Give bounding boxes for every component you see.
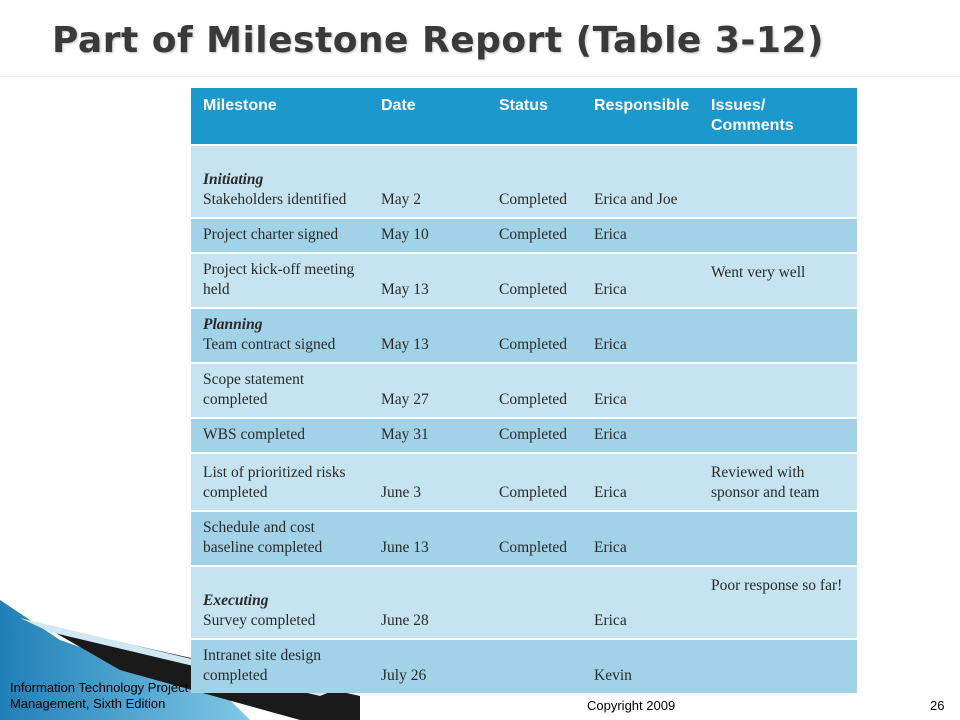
date-cell: May 31 xyxy=(369,417,487,453)
table-header-row: Milestone Date Status Responsible Issues… xyxy=(191,88,857,145)
date-cell: May 2 xyxy=(369,144,487,218)
table-row: Initiating Stakeholders identified May 2 Co… xyxy=(191,144,857,218)
comments-cell: Reviewed with sponsor and team xyxy=(699,452,857,511)
status-cell xyxy=(487,565,582,639)
status-cell: Completed xyxy=(487,144,582,218)
phase-label: Planning xyxy=(203,316,263,333)
status-cell: Completed xyxy=(487,510,582,566)
milestone-cell: List of prioritized risks completed xyxy=(191,452,369,511)
milestone-cell: Planning Team contract signed xyxy=(191,307,369,363)
comments-cell: Poor response so far! xyxy=(699,565,857,639)
milestone-text: WBS completed xyxy=(203,426,306,443)
milestone-text: Survey completed xyxy=(203,612,316,629)
responsible-cell: Erica xyxy=(582,217,699,253)
date-cell: July 26 xyxy=(369,638,487,693)
slide-title: Part of Milestone Report (Table 3-12) xyxy=(52,20,824,61)
page-number: 26 xyxy=(930,698,945,713)
date-cell: June 13 xyxy=(369,510,487,566)
header-comments-text: Issues/ Comments xyxy=(711,97,794,134)
milestone-text: List of prioritized risks completed xyxy=(203,464,346,501)
milestone-text: Project charter signed xyxy=(203,226,339,243)
table-row: List of prioritized risks completed June … xyxy=(191,452,857,511)
date-cell: May 27 xyxy=(369,362,487,418)
responsible-cell: Erica xyxy=(582,510,699,566)
milestone-text: Scope statement completed xyxy=(203,371,305,408)
comments-cell xyxy=(699,510,857,566)
date-cell: May 13 xyxy=(369,252,487,308)
table-row: Executing Survey completed June 28 Erica Poo… xyxy=(191,565,857,639)
header-date: Date xyxy=(369,88,487,145)
status-cell: Completed xyxy=(487,417,582,453)
status-cell: Completed xyxy=(487,307,582,363)
responsible-cell: Erica xyxy=(582,417,699,453)
milestone-cell: Project charter signed xyxy=(191,217,369,253)
table-body: Initiating Stakeholders identified May 2 Co… xyxy=(191,144,857,693)
header-milestone: Milestone xyxy=(191,88,369,145)
milestone-cell: Scope statement completed xyxy=(191,362,369,418)
comments-cell: Went very well xyxy=(699,252,857,308)
footer-book-title: Information Technology Project Managemen… xyxy=(10,680,189,711)
milestone-text: Schedule and cost baseline completed xyxy=(203,519,323,556)
status-cell: Completed xyxy=(487,252,582,308)
footer-copyright: Copyright 2009 xyxy=(587,698,676,713)
table-row: Planning Team contract signed May 13 Comple… xyxy=(191,307,857,363)
status-cell: Completed xyxy=(487,452,582,511)
milestone-text: Intranet site design completed xyxy=(203,647,321,684)
responsible-cell: Erica and Joe xyxy=(582,144,699,218)
status-cell: Completed xyxy=(487,217,582,253)
milestone-cell: Initiating Stakeholders identified xyxy=(191,144,369,218)
phase-label: Initiating xyxy=(203,171,264,188)
date-cell: June 28 xyxy=(369,565,487,639)
milestone-table: Milestone Date Status Responsible Issues… xyxy=(191,88,857,693)
responsible-cell: Erica xyxy=(582,307,699,363)
table-row: Scope statement completed May 27 Completed… xyxy=(191,362,857,418)
responsible-cell: Erica xyxy=(582,362,699,418)
corner-swoosh-blue xyxy=(0,600,250,720)
comments-cell xyxy=(699,144,857,218)
table-row: WBS completed May 31 Completed Erica xyxy=(191,417,857,453)
status-cell: Completed xyxy=(487,362,582,418)
responsible-cell: Kevin xyxy=(582,638,699,693)
milestone-cell: Intranet site design completed xyxy=(191,638,369,693)
status-cell xyxy=(487,638,582,693)
header-status: Status xyxy=(487,88,582,145)
header-comments: Issues/ Comments xyxy=(699,88,857,145)
title-divider xyxy=(0,76,960,77)
comments-cell xyxy=(699,362,857,418)
phase-label: Executing xyxy=(203,592,269,609)
responsible-cell: Erica xyxy=(582,252,699,308)
milestone-text: Team contract signed xyxy=(203,336,336,353)
milestone-text: Stakeholders identified xyxy=(203,191,347,208)
comments-cell xyxy=(699,217,857,253)
milestone-cell: Executing Survey completed xyxy=(191,565,369,639)
comments-cell xyxy=(699,638,857,693)
milestone-cell: WBS completed xyxy=(191,417,369,453)
milestone-table-container: Milestone Date Status Responsible Issues… xyxy=(191,88,857,693)
date-cell: May 10 xyxy=(369,217,487,253)
milestone-cell: Project kick-off meeting held xyxy=(191,252,369,308)
comments-cell xyxy=(699,307,857,363)
responsible-cell: Erica xyxy=(582,565,699,639)
table-row: Project charter signed May 10 Completed Eri… xyxy=(191,217,857,253)
milestone-cell: Schedule and cost baseline completed xyxy=(191,510,369,566)
header-responsible: Responsible xyxy=(582,88,699,145)
table-row: Project kick-off meeting held May 13 Compl… xyxy=(191,252,857,308)
table-row: Schedule and cost baseline completed June… xyxy=(191,510,857,566)
comments-cell xyxy=(699,417,857,453)
milestone-text: Project kick-off meeting held xyxy=(203,261,355,298)
date-cell: May 13 xyxy=(369,307,487,363)
date-cell: June 3 xyxy=(369,452,487,511)
responsible-cell: Erica xyxy=(582,452,699,511)
table-row: Intranet site design completed July 26 Kev… xyxy=(191,638,857,693)
